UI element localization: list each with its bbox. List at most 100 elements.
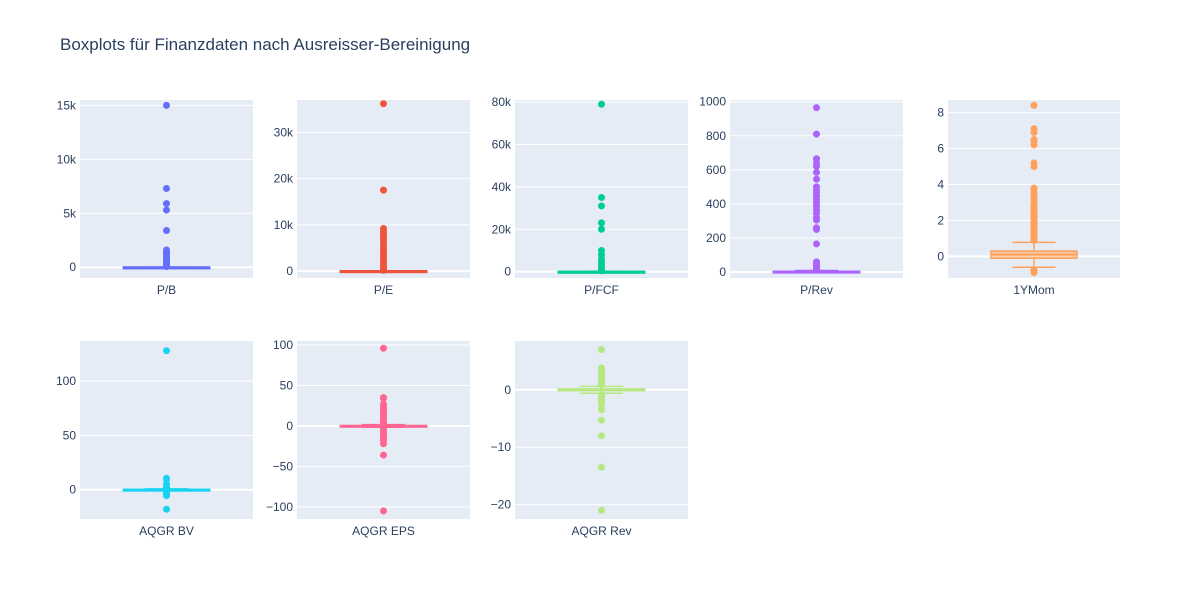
subplot-aqgr-eps: −100 −50 0 50 100 AQGR EPS: [266, 338, 470, 538]
outlier-point[interactable]: [163, 227, 170, 235]
outlier-point[interactable]: [598, 100, 605, 108]
outlier-point[interactable]: [163, 206, 170, 214]
outlier-point[interactable]: [598, 432, 605, 440]
outlier-point[interactable]: [598, 381, 605, 389]
y-tick-label: 0: [286, 264, 293, 278]
chart-title: Boxplots für Finanzdaten nach Ausreisser…: [60, 35, 470, 54]
y-tick-label: 0: [504, 265, 511, 279]
y-tick-label: 0: [286, 419, 293, 433]
y-tick-label: 30k: [274, 125, 294, 139]
outlier-point[interactable]: [598, 202, 605, 210]
outlier-point[interactable]: [163, 492, 170, 500]
outlier-point[interactable]: [1030, 141, 1038, 149]
outlier-point[interactable]: [598, 463, 605, 471]
y-tick-label: 50: [63, 428, 77, 442]
y-tick-label: 800: [706, 129, 726, 143]
y-tick-label: 0: [719, 265, 726, 279]
outlier-point[interactable]: [163, 200, 170, 208]
outlier-point[interactable]: [1030, 269, 1038, 277]
outlier-point[interactable]: [1030, 128, 1038, 136]
outlier-point[interactable]: [598, 225, 605, 233]
category-label: P/B: [157, 283, 176, 297]
outlier-point[interactable]: [598, 401, 605, 409]
y-tick-label: 10k: [274, 218, 294, 232]
outlier-point[interactable]: [813, 162, 820, 170]
outlier-point[interactable]: [380, 420, 387, 428]
outlier-point[interactable]: [598, 193, 605, 201]
outlier-point[interactable]: [380, 507, 387, 515]
y-tick-label: 100: [56, 374, 76, 388]
y-tick-label: 100: [273, 338, 293, 352]
category-label: 1YMom: [1013, 283, 1054, 297]
y-tick-label: −10: [491, 440, 512, 454]
subplot-p-rev: 0 200 400 600 800 1000 P/Rev: [699, 95, 903, 297]
category-label: P/Rev: [800, 283, 833, 297]
y-tick-label: 6: [937, 142, 944, 156]
y-tick-label: 0: [504, 383, 511, 397]
outlier-point[interactable]: [598, 267, 605, 275]
y-tick-label: −50: [273, 459, 294, 473]
outlier-point[interactable]: [380, 186, 387, 194]
subplot-p-fcf: 0 20k 40k 60k 80k P/FCF: [492, 95, 688, 297]
outlier-point[interactable]: [1030, 101, 1038, 109]
outlier-point[interactable]: [598, 219, 605, 227]
subplot-1ymom: 0 2 4 6 8 1YMom: [937, 100, 1120, 297]
outlier-point[interactable]: [163, 101, 170, 109]
outlier-point[interactable]: [813, 266, 820, 274]
outlier-point[interactable]: [380, 266, 387, 274]
y-tick-label: 5k: [63, 206, 77, 220]
y-tick-label: 15k: [57, 98, 77, 112]
outlier-point[interactable]: [813, 216, 820, 224]
y-tick-label: 20k: [492, 222, 512, 236]
outlier-point[interactable]: [380, 344, 387, 352]
y-tick-label: 600: [706, 163, 726, 177]
y-tick-label: 60k: [492, 138, 512, 152]
outlier-point[interactable]: [813, 130, 820, 138]
subplot-grid: 0 5k 10k 15k P/B 0 10k 20k 30k P/E 0 20k 40k 60k 80k P/…: [56, 95, 1120, 538]
y-tick-label: −20: [491, 498, 512, 512]
y-tick-label: 2: [937, 213, 944, 227]
outlier-point[interactable]: [380, 394, 387, 402]
outlier-point[interactable]: [813, 175, 820, 183]
outlier-point[interactable]: [598, 346, 605, 354]
outlier-point[interactable]: [598, 506, 605, 514]
outlier-point[interactable]: [163, 505, 170, 513]
outlier-point[interactable]: [163, 475, 170, 483]
outlier-point[interactable]: [163, 347, 170, 355]
outlier-point[interactable]: [380, 100, 387, 108]
outlier-point[interactable]: [1030, 236, 1038, 244]
outlier-point[interactable]: [598, 416, 605, 424]
y-tick-label: 50: [280, 379, 294, 393]
y-tick-label: −100: [266, 500, 293, 514]
y-tick-label: 10k: [57, 152, 77, 166]
subplot-p-e: 0 10k 20k 30k P/E: [274, 100, 470, 297]
outlier-point[interactable]: [813, 168, 820, 176]
category-label: P/FCF: [584, 283, 619, 297]
outlier-point[interactable]: [380, 451, 387, 459]
outlier-point[interactable]: [163, 184, 170, 192]
y-tick-label: 200: [706, 231, 726, 245]
outlier-point[interactable]: [598, 406, 605, 414]
category-label: AQGR Rev: [571, 524, 631, 538]
y-tick-label: 1000: [699, 95, 726, 109]
subplot-p-b: 0 5k 10k 15k P/B: [57, 98, 253, 297]
outlier-point[interactable]: [813, 104, 820, 112]
category-label: P/E: [374, 283, 393, 297]
y-tick-label: 80k: [492, 95, 512, 109]
y-tick-label: 20k: [274, 172, 294, 186]
y-tick-label: 0: [69, 483, 76, 497]
y-tick-label: 8: [937, 106, 944, 120]
y-tick-label: 0: [69, 260, 76, 274]
subplot-aqgr-rev: −20 −10 0 AQGR Rev: [491, 341, 688, 538]
y-tick-label: 400: [706, 197, 726, 211]
outlier-point[interactable]: [163, 263, 170, 271]
outlier-point[interactable]: [380, 440, 387, 448]
outlier-point[interactable]: [1030, 163, 1038, 171]
subplot-aqgr-bv: 0 50 100 AQGR BV: [56, 341, 253, 538]
outlier-point[interactable]: [813, 225, 820, 233]
y-tick-label: 40k: [492, 180, 512, 194]
outlier-point[interactable]: [813, 240, 820, 248]
category-label: AQGR EPS: [352, 524, 415, 538]
y-tick-label: 0: [937, 249, 944, 263]
